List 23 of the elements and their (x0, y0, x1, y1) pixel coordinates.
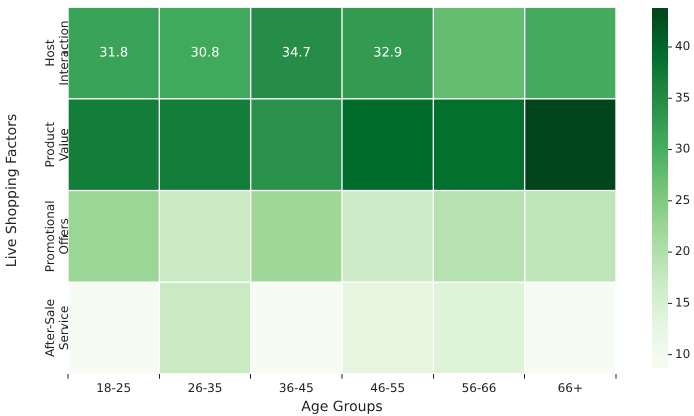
color-bar-label: 25 (675, 192, 690, 207)
data-label: 32.9 (373, 45, 402, 60)
x-axis-title: Age Groups (301, 399, 383, 416)
data-label: 34.7 (282, 45, 311, 60)
x-tick-label: 36-45 (278, 381, 314, 396)
y-tick-label: After-Sale Service (43, 298, 72, 358)
x-tick-label: 56-66 (462, 381, 496, 396)
y-tick-label: Product Value (43, 122, 72, 168)
x-tick-label: 46-55 (370, 381, 406, 396)
x-tick-label: 18-25 (96, 381, 132, 396)
data-label: 30.8 (190, 45, 220, 60)
color-bar-label: 15 (675, 296, 690, 310)
color-bar-label: 20 (675, 244, 690, 258)
color-bar-label: 35 (675, 90, 690, 104)
x-tick-label: 66+ (558, 381, 583, 396)
x-tick-label: 26-35 (188, 381, 222, 396)
color-bar-label: 30 (675, 142, 690, 156)
y-tick-label: Promotional Offers (43, 200, 72, 272)
y-tick-label: Host Interaction (43, 20, 72, 86)
color-bar-label: 10 (675, 346, 690, 361)
data-label: 31.8 (99, 45, 128, 60)
color-bar-label: 40 (675, 39, 690, 54)
y-axis-title: Live Shopping Factors (4, 114, 20, 268)
